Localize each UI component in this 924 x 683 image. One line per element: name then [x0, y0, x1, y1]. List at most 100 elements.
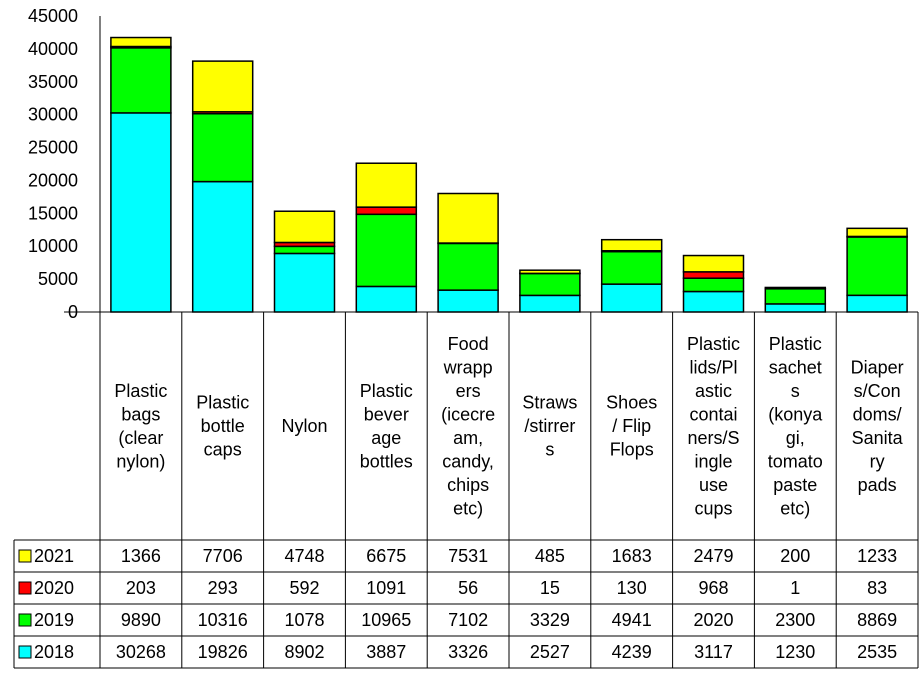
table-cell-2018: 19826: [198, 642, 248, 662]
y-tick-label: 25000: [28, 138, 78, 158]
y-tick-label: 10000: [28, 236, 78, 256]
bar-segment-2019: [111, 48, 171, 113]
table-cell-2018: 30268: [116, 642, 166, 662]
table-cell-2018: 8902: [284, 642, 324, 662]
table-cell-2020: 968: [698, 578, 728, 598]
table-cell-2019: 3329: [530, 610, 570, 630]
legend-key-2021: [19, 550, 31, 562]
legend-label-2019: 2019: [34, 610, 74, 630]
bar-segment-2021: [520, 270, 580, 273]
y-tick-label: 20000: [28, 170, 78, 190]
bar-segment-2019: [684, 278, 744, 291]
legend-key-2019: [19, 614, 31, 626]
legend-label-2020: 2020: [34, 578, 74, 598]
bar-segment-2019: [356, 214, 416, 286]
bar-segment-2021: [438, 194, 498, 244]
bar-segment-2020: [684, 272, 744, 278]
bar-segment-2021: [275, 211, 335, 242]
bar-segment-2021: [765, 287, 825, 288]
table-cell-2020: 83: [867, 578, 887, 598]
table-cell-2021: 4748: [284, 546, 324, 566]
table-cell-2019: 10965: [361, 610, 411, 630]
bar-segment-2018: [275, 253, 335, 312]
bar-segment-2021: [847, 228, 907, 236]
table-cell-2021: 2479: [693, 546, 733, 566]
table-cell-2020: 1: [790, 578, 800, 598]
bar-segment-2019: [193, 114, 253, 182]
bar-segment-2021: [111, 38, 171, 47]
bar-segment-2018: [111, 113, 171, 312]
table-cell-2020: 592: [289, 578, 319, 598]
y-tick-label: 30000: [28, 105, 78, 125]
legend-key-2020: [19, 582, 31, 594]
table-cell-2021: 1366: [121, 546, 161, 566]
bar-segment-2019: [847, 237, 907, 295]
bar-segment-2019: [602, 252, 662, 285]
bar-segment-2021: [602, 240, 662, 251]
legend-label-2021: 2021: [34, 546, 74, 566]
bar-segment-2018: [602, 284, 662, 312]
table-cell-2018: 2535: [857, 642, 897, 662]
table-cell-2020: 1091: [366, 578, 406, 598]
table-cell-2020: 293: [208, 578, 238, 598]
bar-segment-2018: [765, 304, 825, 312]
table-cell-2019: 2300: [775, 610, 815, 630]
legend-key-2018: [19, 646, 31, 658]
table-cell-2019: 10316: [198, 610, 248, 630]
table-cell-2018: 1230: [775, 642, 815, 662]
bar-segment-2019: [520, 273, 580, 295]
table-cell-2021: 1683: [612, 546, 652, 566]
table-cell-2021: 200: [780, 546, 810, 566]
legend-label-2018: 2018: [34, 642, 74, 662]
table-cell-2018: 3887: [366, 642, 406, 662]
table-cell-2020: 130: [617, 578, 647, 598]
table-cell-2019: 4941: [612, 610, 652, 630]
bar-segment-2018: [356, 286, 416, 312]
bar-segment-2018: [438, 290, 498, 312]
bar-segment-2021: [356, 163, 416, 207]
table-cell-2018: 4239: [612, 642, 652, 662]
bar-segment-2018: [520, 295, 580, 312]
table-cell-2018: 2527: [530, 642, 570, 662]
table-cell-2018: 3117: [694, 642, 733, 662]
table-cell-2021: 1233: [857, 546, 897, 566]
bar-segment-2019: [275, 246, 335, 253]
bar-segment-2018: [193, 182, 253, 312]
table-cell-2020: 203: [126, 578, 156, 598]
table-cell-2021: 7531: [448, 546, 488, 566]
y-tick-label: 15000: [28, 203, 78, 223]
table-cell-2019: 1078: [284, 610, 324, 630]
bar-segment-2021: [684, 256, 744, 272]
table-cell-2019: 8869: [857, 610, 897, 630]
category-label: Nylon: [281, 416, 327, 436]
bar-segment-2019: [765, 289, 825, 304]
bar-segment-2018: [684, 291, 744, 312]
y-tick-label: 5000: [38, 269, 78, 289]
table-cell-2019: 7102: [448, 610, 488, 630]
table-cell-2018: 3326: [448, 642, 488, 662]
bar-segment-2021: [193, 61, 253, 112]
table-cell-2020: 15: [540, 578, 560, 598]
table-cell-2019: 2020: [693, 610, 733, 630]
table-cell-2019: 9890: [121, 610, 161, 630]
bar-segment-2020: [356, 207, 416, 214]
table-cell-2021: 6675: [366, 546, 406, 566]
table-cell-2021: 7706: [203, 546, 243, 566]
bar-segment-2018: [847, 295, 907, 312]
y-tick-label: 45000: [28, 6, 78, 26]
y-tick-label: 40000: [28, 39, 78, 59]
y-tick-label: 35000: [28, 72, 78, 92]
bar-segment-2019: [438, 243, 498, 290]
table-cell-2021: 485: [535, 546, 565, 566]
